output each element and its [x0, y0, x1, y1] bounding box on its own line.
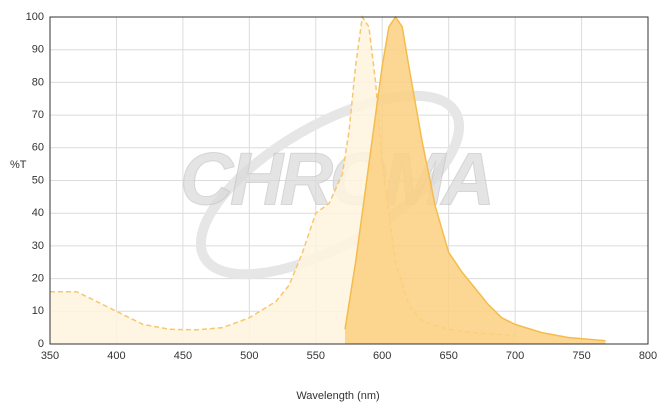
plot-frame: [49, 16, 649, 345]
x-tick-label: 700: [506, 350, 524, 362]
area-fill: [345, 17, 606, 344]
x-tick-label: 500: [240, 350, 258, 362]
area-line: [344, 15, 606, 342]
x-axis-label: Wavelength (nm): [296, 390, 379, 402]
x-tick-label: 750: [572, 350, 590, 362]
y-tick-label: 0: [38, 338, 44, 350]
y-tick-label: 10: [32, 305, 44, 317]
y-tick-label: 20: [32, 273, 44, 285]
y-tick-label: 50: [32, 174, 44, 186]
y-axis-label: %T: [10, 159, 27, 171]
y-tick-label: 40: [32, 207, 44, 219]
x-tick-label: 600: [373, 350, 391, 362]
x-tick-label: 800: [639, 350, 657, 362]
x-tick-label: 400: [107, 350, 125, 362]
y-tick-label: 60: [32, 142, 44, 154]
y-tick-label: 70: [32, 109, 44, 121]
x-tick-label: 650: [439, 350, 457, 362]
y-tick-label: 30: [32, 240, 44, 252]
y-tick-label: 90: [32, 44, 44, 56]
x-tick-label: 450: [174, 350, 192, 362]
areas: [50, 14, 606, 344]
y-tick-label: 80: [32, 76, 44, 88]
x-tick-label: 550: [307, 350, 325, 362]
x-tick-label: 350: [41, 350, 59, 362]
area-fill: [50, 17, 516, 344]
y-tick-label: 100: [26, 11, 44, 23]
